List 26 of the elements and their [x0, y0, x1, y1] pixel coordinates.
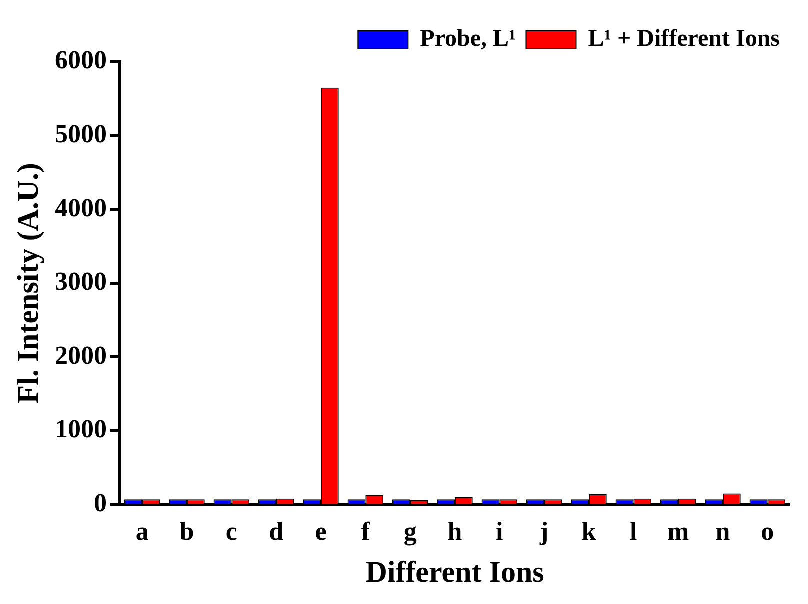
y-tick-label: 3000: [55, 267, 107, 296]
x-tick-label: a: [136, 517, 149, 546]
x-tick-label: e: [315, 517, 327, 546]
x-tick-label: m: [667, 517, 690, 546]
y-tick-label: 4000: [55, 193, 107, 222]
x-axis-title: Different Ions: [366, 556, 544, 589]
legend-label: L¹ + Different Ions: [588, 26, 780, 52]
y-tick-label: 6000: [55, 46, 107, 75]
x-tick-label: o: [761, 517, 774, 546]
x-tick-label: l: [630, 517, 638, 546]
x-tick-label: f: [361, 517, 370, 546]
x-tick-label: j: [538, 517, 549, 546]
x-tick-label: b: [180, 517, 194, 546]
x-tick-label: h: [448, 517, 463, 546]
legend-label: Probe, L¹: [420, 26, 516, 52]
x-tick-label: c: [226, 517, 238, 546]
y-tick-label: 0: [94, 488, 107, 518]
y-tick-label: 2000: [55, 340, 107, 370]
y-tick-label: 5000: [55, 120, 107, 149]
y-tick-label: 1000: [55, 414, 107, 444]
x-tick-label: n: [716, 517, 731, 546]
x-tick-label: k: [582, 517, 597, 546]
x-tick-label: d: [269, 517, 284, 546]
x-tick-label: i: [496, 517, 504, 546]
y-axis-title: Fl. Intensity (A.U.): [12, 162, 45, 404]
x-tick-label: g: [404, 517, 417, 546]
